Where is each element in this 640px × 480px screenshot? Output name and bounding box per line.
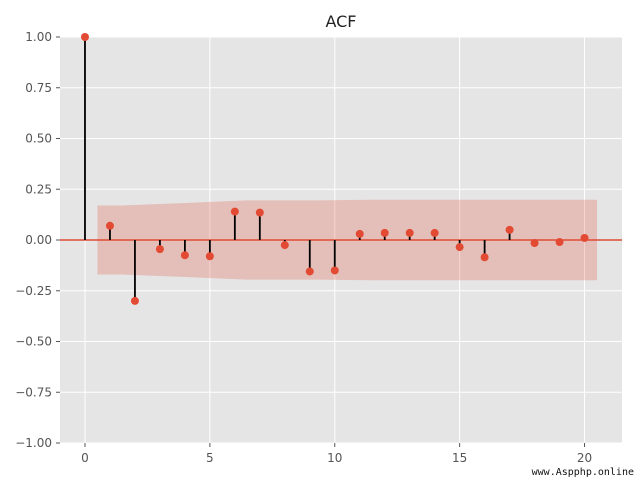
y-tick-label: 0.00 — [25, 233, 52, 247]
chart-title: ACF — [325, 12, 356, 31]
marker-lag-13 — [405, 228, 414, 237]
marker-lag-18 — [530, 239, 539, 248]
x-tick-label: 0 — [81, 451, 89, 465]
marker-lag-0 — [80, 33, 89, 41]
x-tick-label: 15 — [452, 451, 467, 465]
y-tick-label: 0.50 — [25, 132, 52, 146]
x-axis: 0 5 10 15 20 — [81, 443, 592, 465]
y-tick-label: −0.75 — [15, 385, 52, 399]
x-tick-label: 20 — [577, 451, 592, 465]
marker-lag-2 — [130, 296, 139, 305]
marker-lag-17 — [505, 225, 514, 234]
marker-lag-10 — [330, 266, 339, 275]
y-axis: 1.00 0.75 0.50 0.25 0.00 −0.25 −0.50 −0.75 −1.00 — [15, 30, 60, 450]
marker-lag-12 — [380, 228, 389, 237]
watermark: www.Aspphp.online — [529, 467, 636, 478]
x-tick-label: 10 — [327, 451, 342, 465]
marker-lag-11 — [355, 229, 364, 238]
marker-lag-1 — [105, 221, 114, 230]
y-tick-label: 1.00 — [25, 30, 52, 44]
y-tick-label: −0.25 — [15, 284, 52, 298]
marker-lag-7 — [255, 208, 264, 217]
x-tick-label: 5 — [206, 451, 214, 465]
markers — [80, 33, 589, 305]
y-tick-label: −0.50 — [15, 335, 52, 349]
marker-lag-20 — [580, 233, 589, 242]
marker-lag-14 — [430, 228, 439, 237]
marker-lag-6 — [230, 207, 239, 216]
marker-lag-4 — [180, 251, 189, 260]
marker-lag-5 — [205, 252, 214, 261]
marker-lag-8 — [280, 241, 289, 250]
marker-lag-15 — [455, 243, 464, 252]
marker-lag-3 — [155, 245, 164, 254]
y-tick-label: 0.25 — [25, 182, 52, 196]
marker-lag-16 — [480, 253, 489, 262]
y-tick-label: 0.75 — [25, 81, 52, 95]
marker-lag-9 — [305, 267, 314, 276]
y-tick-label: −1.00 — [15, 436, 52, 450]
marker-lag-19 — [555, 238, 564, 247]
